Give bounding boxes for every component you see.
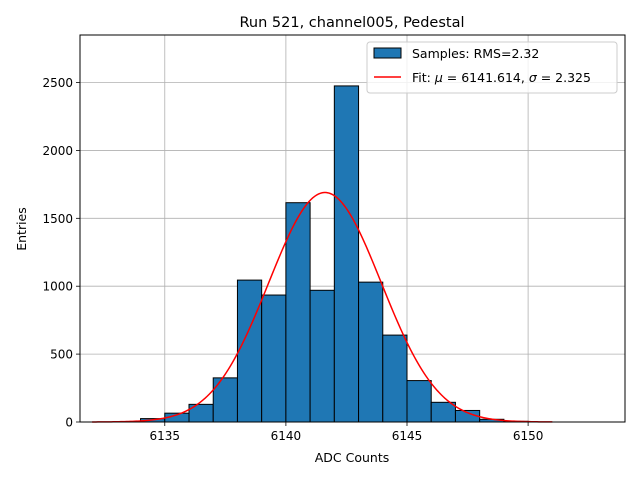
- legend-sigma-value: = 2.325: [537, 70, 591, 85]
- fit-curve: [92, 191, 553, 423]
- y-tick-label: 1000: [42, 280, 73, 294]
- histogram-bar: [236, 279, 263, 423]
- y-tick-label: 2000: [42, 144, 73, 158]
- histogram-bar: [261, 294, 287, 423]
- x-axis-label: ADC Counts: [315, 450, 390, 465]
- x-tick-label: 6140: [271, 429, 302, 443]
- plot-frame: [79, 34, 626, 423]
- histogram-bar: [309, 289, 335, 423]
- legend: Samples: RMS=2.32 Fit: μ = 6141.614, σ =…: [366, 41, 618, 94]
- fit-curve-group: [92, 191, 553, 423]
- histogram-bar: [333, 85, 360, 423]
- x-axis-ticks: 6135 6140 6145 6150: [150, 422, 544, 443]
- y-axis-ticks: 0 500 1000 1500 2000 2500: [42, 76, 80, 430]
- histogram-bar: [382, 334, 408, 423]
- legend-mu-value: = 6141.614,: [443, 70, 529, 85]
- y-tick-label: 2500: [42, 76, 73, 90]
- y-axis-label: Entries: [14, 207, 29, 251]
- histogram-bar: [406, 380, 432, 423]
- legend-samples-label: Samples: RMS=2.32: [412, 46, 539, 61]
- x-tick-label: 6145: [392, 429, 423, 443]
- y-tick-label: 0: [65, 416, 73, 430]
- histogram-bar: [358, 281, 384, 423]
- histogram-bar: [430, 401, 456, 423]
- x-tick-label: 6135: [150, 429, 181, 443]
- legend-fit-prefix: Fit:: [412, 70, 435, 85]
- legend-sigma-symbol: σ: [529, 70, 538, 85]
- chart-title: Run 521, channel005, Pedestal: [239, 15, 464, 31]
- histogram-bar: [285, 202, 311, 423]
- legend-mu-symbol: μ: [434, 70, 443, 85]
- histogram-bars: [140, 85, 529, 423]
- y-tick-label: 500: [50, 348, 73, 362]
- legend-samples-patch: [373, 47, 402, 59]
- legend-fit-label: Fit: μ = 6141.614, σ = 2.325: [412, 70, 591, 85]
- y-tick-label: 1500: [42, 212, 73, 226]
- legend-box: [366, 41, 618, 94]
- x-tick-label: 6150: [513, 429, 544, 443]
